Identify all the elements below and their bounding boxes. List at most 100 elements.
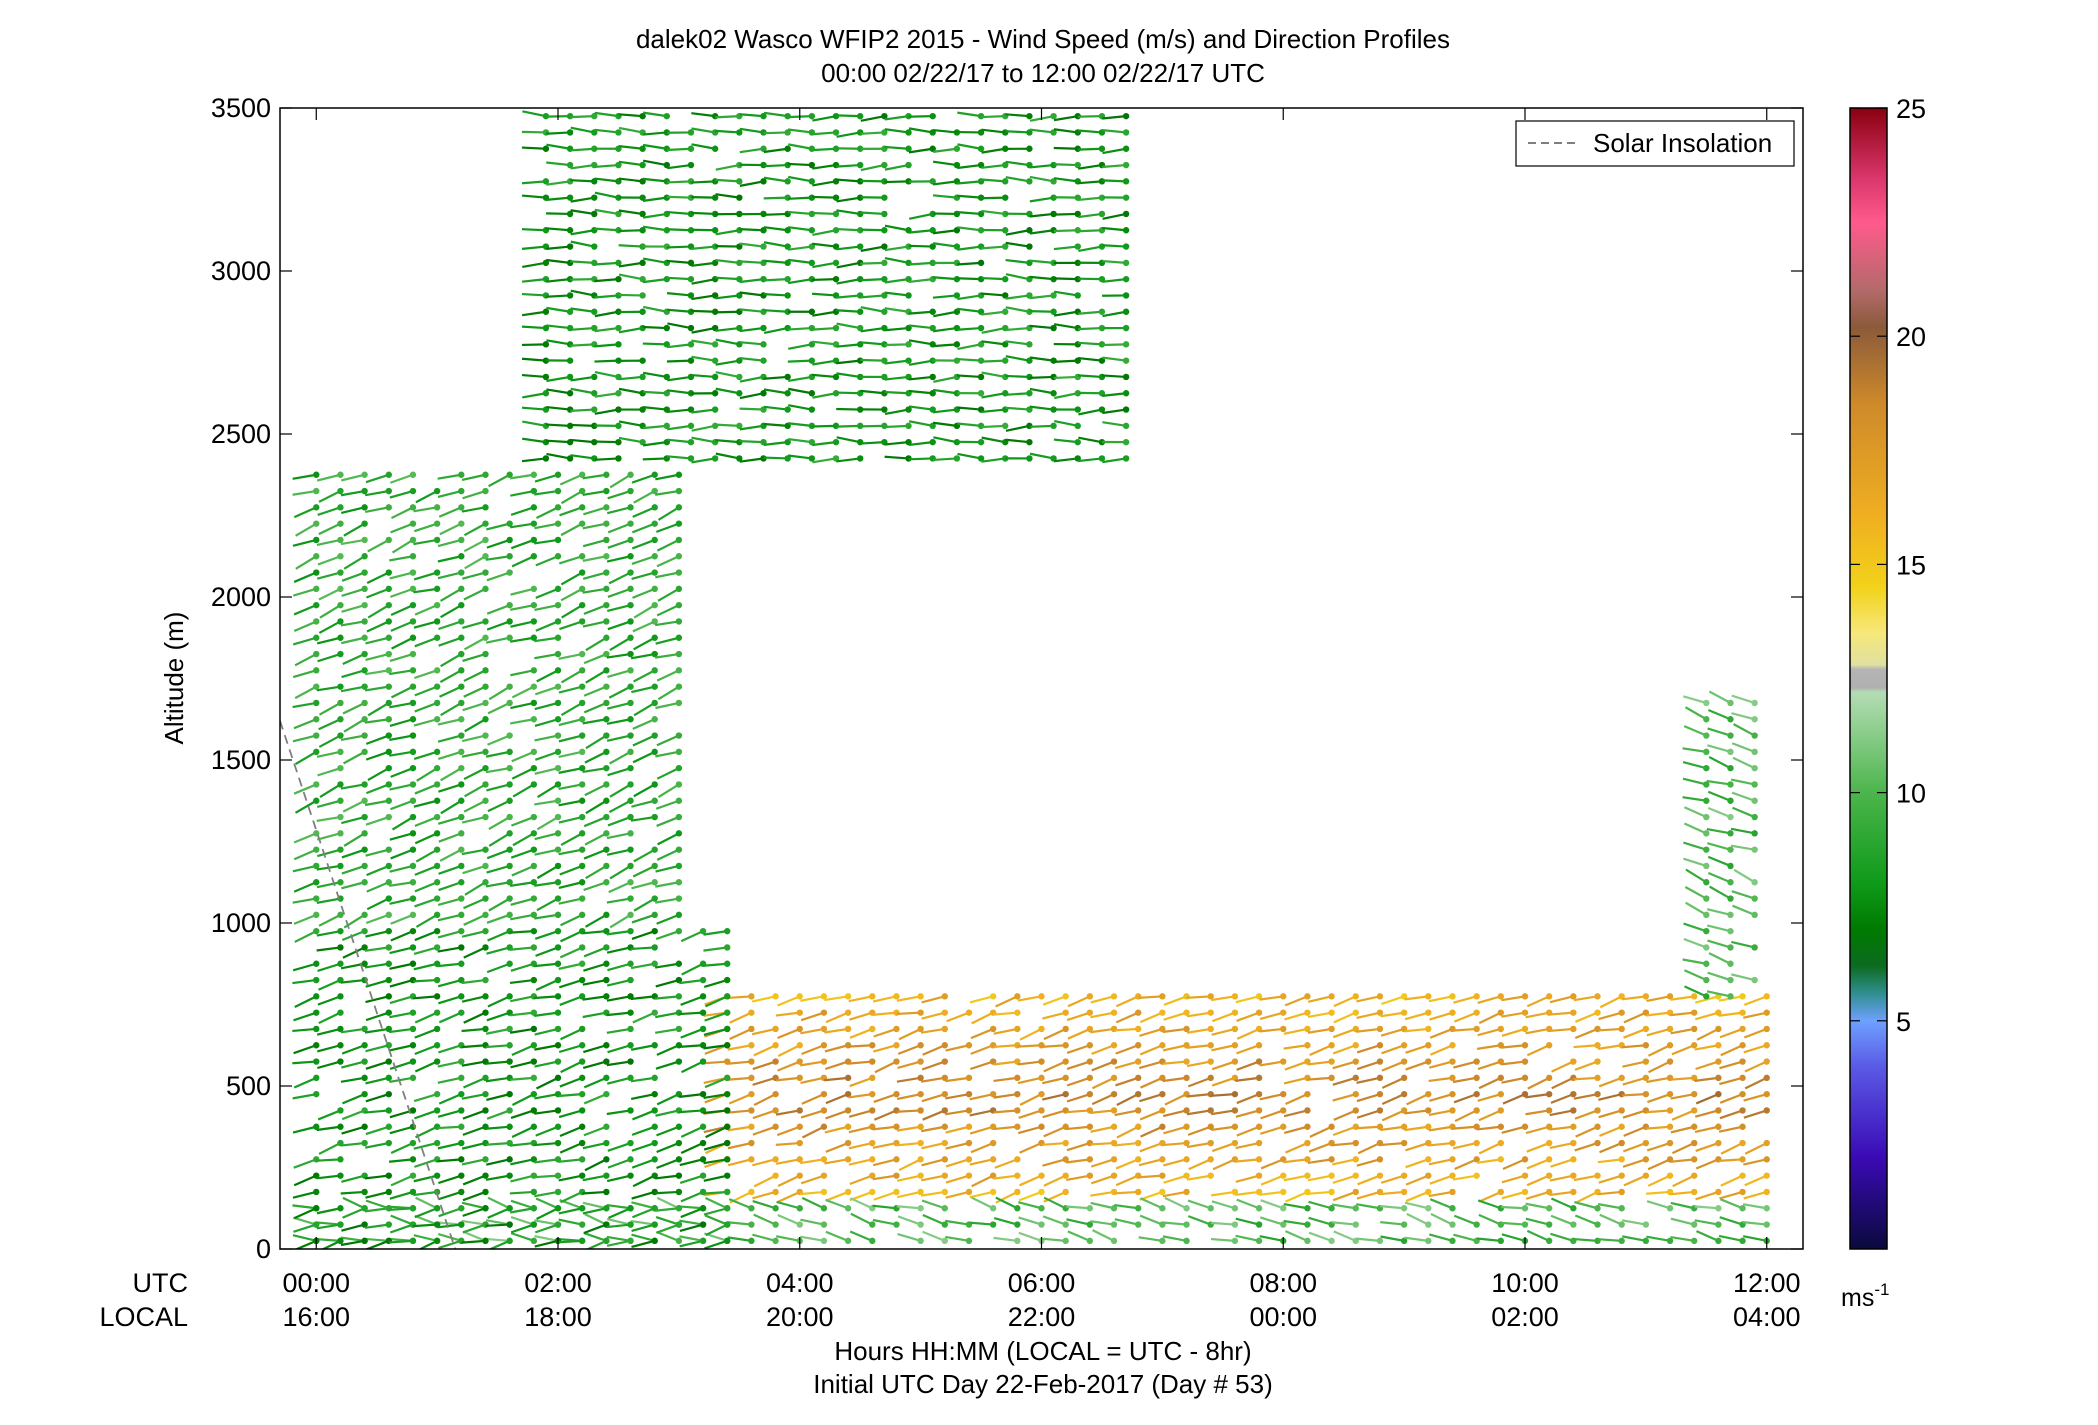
wind-barb xyxy=(1102,145,1130,155)
wind-barb xyxy=(825,1009,852,1024)
wind-barb xyxy=(461,471,489,481)
wind-barb xyxy=(437,716,465,726)
wind-barb xyxy=(1210,1090,1239,1098)
wind-barb xyxy=(607,618,634,631)
wind-barb xyxy=(438,862,465,875)
wind-barb xyxy=(391,634,417,650)
wind-barb xyxy=(945,1139,973,1150)
wind-barb xyxy=(594,128,622,136)
wind-barb xyxy=(413,993,441,1000)
wind-barb xyxy=(957,210,985,218)
wind-barb xyxy=(320,1237,344,1249)
wind-barb xyxy=(534,1058,562,1068)
wind-barb xyxy=(1621,1090,1650,1098)
wind-barb xyxy=(461,993,489,1003)
wind-barb xyxy=(534,879,562,887)
wind-barb xyxy=(921,993,949,1004)
wind-barb xyxy=(860,406,888,413)
wind-barb xyxy=(461,976,489,985)
wind-barb xyxy=(896,1074,924,1083)
wind-barb xyxy=(957,324,985,332)
wind-barb xyxy=(812,308,840,317)
wind-barb xyxy=(630,813,658,822)
wind-barb xyxy=(763,259,791,267)
wind-barb xyxy=(715,210,743,218)
wind-barb xyxy=(1077,227,1106,234)
wind-barb xyxy=(632,618,658,633)
wind-barb xyxy=(836,227,864,234)
wind-barb xyxy=(570,275,598,283)
wind-barb xyxy=(521,145,550,152)
wind-barb xyxy=(1283,1123,1311,1135)
wind-barb xyxy=(365,1123,392,1136)
wind-barb xyxy=(293,1221,320,1233)
wind-barb xyxy=(558,895,586,905)
wind-barb xyxy=(981,436,1009,446)
wind-barb xyxy=(618,324,646,334)
wind-barb xyxy=(535,944,562,957)
wind-barb xyxy=(1164,1196,1190,1212)
wind-barb xyxy=(777,993,803,1007)
wind-barb xyxy=(1452,1074,1480,1084)
wind-barb xyxy=(486,569,513,582)
x-axis-label: Hours HH:MM (LOCAL = UTC - 8hr) xyxy=(834,1336,1251,1366)
wind-barb xyxy=(343,830,368,847)
wind-barb xyxy=(389,650,417,662)
wind-barb xyxy=(836,372,864,381)
wind-barb xyxy=(1744,1172,1770,1187)
wind-barb xyxy=(1574,1009,1601,1023)
wind-barb xyxy=(521,373,550,381)
wind-barb xyxy=(1235,1234,1263,1245)
wind-barb xyxy=(884,455,912,462)
wind-barb xyxy=(293,911,320,925)
wind-barb xyxy=(342,699,368,715)
wind-barb xyxy=(1077,324,1106,332)
wind-barb xyxy=(763,241,791,250)
wind-barb xyxy=(1260,1216,1287,1228)
wind-barb xyxy=(1212,1009,1239,1023)
wind-barb xyxy=(365,846,392,857)
wind-barb xyxy=(812,242,840,250)
wind-barb xyxy=(860,389,888,397)
wind-barb xyxy=(763,226,791,234)
wind-barb xyxy=(582,1205,610,1215)
wind-barb xyxy=(521,194,550,201)
wind-barb xyxy=(679,1009,707,1016)
wind-barb xyxy=(1102,421,1130,430)
wind-barb xyxy=(981,194,1009,201)
wind-barb xyxy=(1307,1172,1335,1182)
y-axis-label: Altitude (m) xyxy=(159,612,189,745)
wind-barb xyxy=(1042,1090,1069,1101)
wind-barb xyxy=(510,911,538,921)
wind-barb xyxy=(787,112,816,120)
wind-barb xyxy=(630,944,658,951)
wind-barb xyxy=(390,1139,417,1155)
wind-barb xyxy=(388,1237,417,1245)
wind-barb xyxy=(546,292,574,299)
wind-barb xyxy=(485,1123,513,1130)
wind-barb xyxy=(1683,725,1710,739)
wind-barb xyxy=(533,993,562,1000)
wind-barb xyxy=(1188,1156,1214,1171)
wind-barb xyxy=(860,275,888,283)
wind-barb xyxy=(365,1188,392,1199)
wind-barb xyxy=(607,813,634,827)
wind-barb xyxy=(1187,1074,1214,1088)
wind-barb xyxy=(558,732,586,743)
wind-barb xyxy=(1428,1074,1456,1083)
wind-barb xyxy=(631,1139,658,1152)
wind-barb xyxy=(439,683,465,698)
wind-barb xyxy=(957,161,985,170)
wind-barb xyxy=(1501,1188,1529,1200)
colorbar-tick-label: 25 xyxy=(1896,94,1926,124)
wind-barb xyxy=(1670,1025,1698,1035)
wind-barb xyxy=(739,291,767,299)
wind-barb xyxy=(739,275,767,284)
wind-barb xyxy=(1005,340,1033,348)
wind-barb xyxy=(560,830,586,846)
wind-barb xyxy=(739,112,767,120)
wind-barb xyxy=(1308,1139,1335,1153)
wind-barb xyxy=(1029,210,1057,218)
wind-barb xyxy=(691,324,719,334)
wind-barb xyxy=(440,699,465,717)
